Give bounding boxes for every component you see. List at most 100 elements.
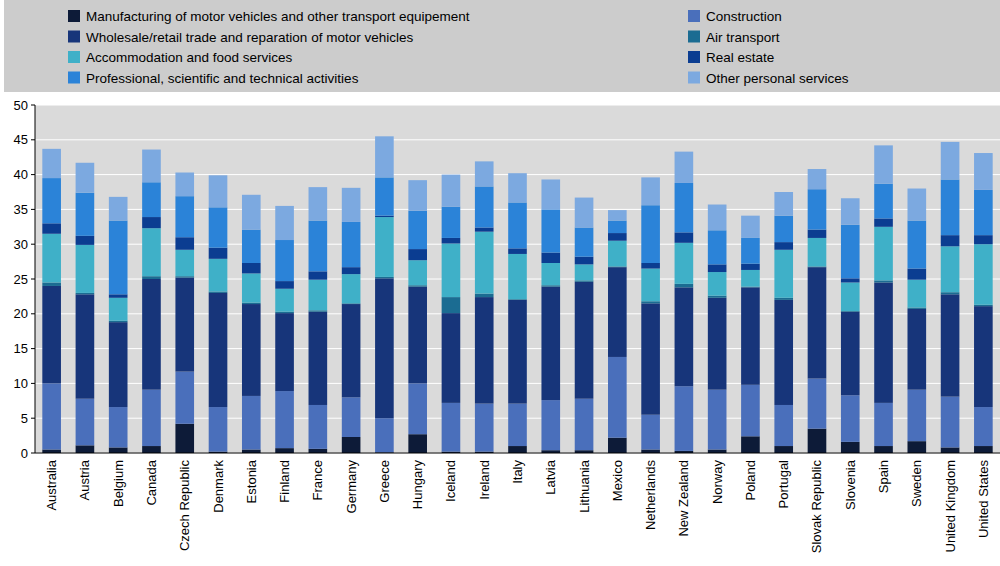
- tick-mark: [31, 383, 35, 384]
- bar-segment: [708, 296, 727, 298]
- bar-segment: [175, 237, 194, 250]
- grid: [31, 105, 1000, 453]
- bar-segment: [675, 284, 694, 287]
- bar-segment: [541, 263, 560, 285]
- x-tick-label: Belgium: [111, 460, 126, 507]
- x-tick-label: Denmark: [211, 460, 226, 513]
- bar-segment: [974, 407, 993, 446]
- x-tick-label: Portugal: [776, 460, 791, 509]
- bar-segment: [774, 300, 793, 405]
- bar-segment: [109, 197, 128, 221]
- bar-segment: [641, 269, 660, 302]
- bar-segment: [841, 278, 860, 282]
- bar-segment: [907, 441, 926, 453]
- bar-segment: [76, 163, 95, 193]
- legend-label: Wholesale/retail trade and reparation of…: [86, 30, 413, 45]
- legend-swatch: [688, 51, 700, 63]
- bar-segment: [142, 390, 161, 446]
- bar-segment: [541, 209, 560, 252]
- bar-segment: [76, 245, 95, 293]
- x-tick-label: Austria: [77, 459, 92, 500]
- x-tick-label: Greece: [377, 460, 392, 503]
- bar-segment: [575, 280, 594, 281]
- y-tick-label: 20: [14, 306, 28, 321]
- bar-segment: [342, 437, 361, 453]
- bar-segment: [209, 292, 228, 293]
- x-tick-label: United Kingdom: [943, 460, 958, 553]
- bar-segment: [475, 294, 494, 297]
- x-tick-label: United States: [976, 460, 991, 539]
- bar-segment: [209, 207, 228, 247]
- bar-segment: [408, 180, 427, 211]
- bar-segment: [974, 306, 993, 407]
- bar-segment: [907, 390, 926, 442]
- tick-mark: [31, 313, 35, 314]
- bar-segment: [275, 312, 294, 313]
- tick-mark: [31, 139, 35, 140]
- x-tick-label: Poland: [743, 460, 758, 500]
- bar-segment: [275, 240, 294, 281]
- bar-segment: [608, 438, 627, 453]
- bar-segment: [575, 264, 594, 280]
- legend-label: Other personal services: [706, 71, 849, 86]
- bar-segment: [741, 385, 760, 437]
- bar-segment: [309, 405, 328, 449]
- bar-segment: [641, 303, 660, 414]
- bar-segment: [741, 264, 760, 270]
- bar-segment: [442, 207, 461, 238]
- bar-segment: [708, 205, 727, 231]
- bar-segment: [275, 206, 294, 240]
- bar-segment: [941, 292, 960, 294]
- bar-segment: [309, 449, 328, 453]
- bar-segment: [42, 286, 61, 383]
- bar-segment: [708, 272, 727, 296]
- bar-segment: [741, 216, 760, 238]
- bar-segment: [175, 250, 194, 276]
- bar-segment: [175, 278, 194, 372]
- bar-segment: [408, 434, 427, 453]
- bar-segment: [242, 303, 261, 304]
- bar-segment: [575, 257, 594, 265]
- legend-label: Construction: [706, 9, 782, 24]
- bar-segment: [841, 198, 860, 224]
- x-tick-label: Ireland: [477, 460, 492, 500]
- x-axis: [35, 453, 1000, 454]
- bar-segment: [475, 186, 494, 227]
- bar-segment: [375, 216, 394, 217]
- bar-segment: [541, 253, 560, 263]
- bar-segment: [408, 211, 427, 249]
- bar-segment: [408, 285, 427, 286]
- bar-segment: [275, 281, 294, 289]
- bar-segment: [841, 312, 860, 396]
- bar-segment: [408, 260, 427, 285]
- bar-segment: [508, 173, 527, 202]
- bar-segment: [109, 407, 128, 447]
- legend-swatch: [688, 72, 700, 84]
- bar-segment: [275, 289, 294, 312]
- y-tick-label: 0: [21, 446, 28, 461]
- bar-segment: [741, 238, 760, 264]
- plot-background: [35, 105, 1000, 453]
- bar-segment: [76, 193, 95, 236]
- bar-segment: [774, 250, 793, 298]
- x-tick-label: Estonia: [244, 459, 259, 503]
- bar-segment: [641, 450, 660, 453]
- bar-segment: [741, 287, 760, 384]
- bar-segment: [941, 142, 960, 180]
- legend-swatch: [688, 31, 700, 43]
- bar-segment: [375, 277, 394, 278]
- bar-segment: [575, 282, 594, 399]
- bar-segment: [907, 269, 926, 280]
- bar-segment: [309, 280, 328, 311]
- grid-line: [35, 139, 1000, 140]
- bar-segment: [42, 234, 61, 283]
- bar-segment: [541, 400, 560, 450]
- bar-segment: [142, 150, 161, 183]
- bar-segment: [209, 293, 228, 407]
- bar-segment: [774, 192, 793, 216]
- bar-segment: [109, 447, 128, 453]
- bar-segment: [275, 391, 294, 448]
- bar-segment: [408, 383, 427, 434]
- bar-segment: [675, 152, 694, 183]
- tick-mark: [31, 348, 35, 349]
